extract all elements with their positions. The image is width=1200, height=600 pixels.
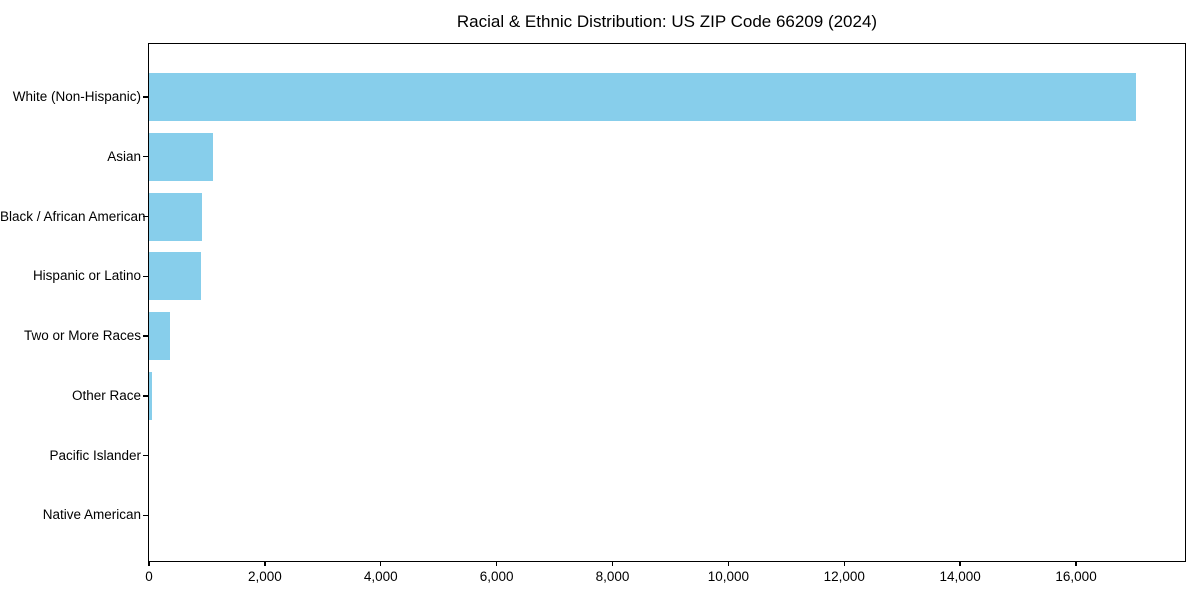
x-tick-label: 16,000 [1055,569,1097,584]
x-tick-mark [264,561,266,566]
y-tick-label: Hispanic or Latino [32,268,141,284]
bar [149,132,214,181]
x-tick-label: 4,000 [363,569,398,584]
bar [149,252,202,301]
bar [149,73,1136,121]
y-tick-label: Asian [107,148,141,164]
y-tick-label: Two or More Races [23,328,141,344]
x-tick-mark [148,561,150,566]
bar [149,312,170,361]
x-tick-label: 8,000 [595,569,630,584]
y-tick-mark [143,395,148,397]
x-tick-mark [727,561,730,566]
x-tick-label: 14,000 [939,569,981,584]
x-tick-label: 0 [145,569,153,584]
x-tick-mark [380,561,382,566]
y-tick-label: White (Non-Hispanic) [12,89,141,104]
bar [149,192,203,241]
y-tick-mark [143,454,148,457]
x-tick-mark [495,561,498,566]
y-tick-mark [143,156,148,158]
x-tick-mark [843,561,845,566]
y-tick-label: Native American [42,507,141,523]
x-tick-label: 10,000 [707,569,750,584]
y-tick-label: Other Race [71,387,141,403]
y-tick-label: Pacific Islander [49,447,141,463]
x-tick-label: 6,000 [479,569,514,584]
y-tick-mark [143,275,148,277]
y-tick-mark [143,335,148,337]
chart-title: Racial & Ethnic Distribution: US ZIP Cod… [456,12,878,31]
x-tick-mark [959,561,961,566]
y-tick-mark [143,215,148,218]
x-tick-mark [611,561,614,566]
x-tick-label: 2,000 [247,569,282,584]
y-tick-mark [143,514,148,517]
bar [149,371,152,420]
x-tick-mark [1075,561,1077,566]
plot-border [148,43,1186,562]
y-tick-label: Black / African American [0,208,146,224]
y-tick-mark [143,96,148,98]
x-tick-label: 12,000 [823,569,865,584]
